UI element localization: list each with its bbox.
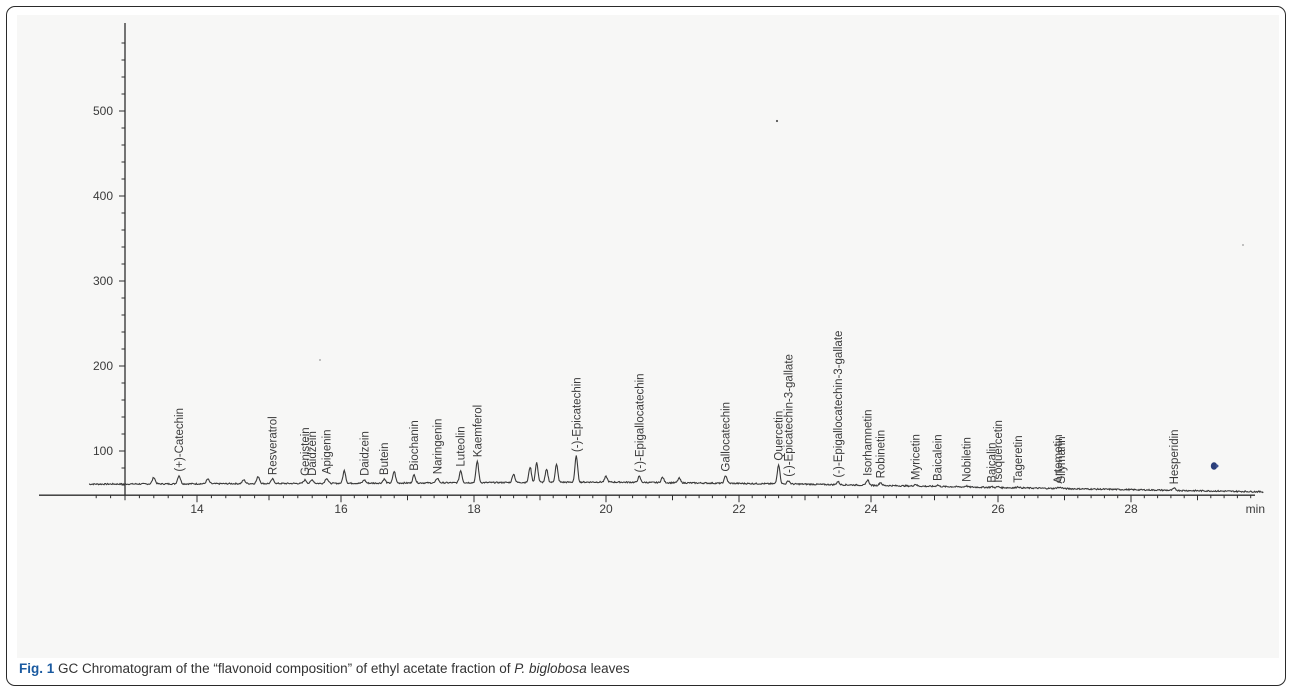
- peak-label: Silymarin: [1056, 436, 1068, 483]
- peak-label: (-)-Epicatechin-3-gallate: [784, 354, 796, 477]
- figure-frame: 100 200 300 400 500 14 16 18 20 22 24 26 28 min (+)-C…: [6, 6, 1286, 686]
- peak-label: Gallocatechin: [721, 402, 733, 472]
- caption-label: Fig. 1: [19, 661, 55, 676]
- y-tick-label: 500: [93, 104, 113, 118]
- caption-species: P. biglobosa: [514, 661, 587, 676]
- peak-label: Genistein: [300, 427, 312, 476]
- plot-area: 100 200 300 400 500 14 16 18 20 22 24 26 28 min (+)-C…: [17, 15, 1279, 658]
- peak-labels: (+)-Catechin Resveratrol GenisteinDaidzein…: [174, 331, 1181, 485]
- peak-label: (-)-Epigallocatechin: [634, 373, 646, 472]
- caption-text: GC Chromatogram of the “flavonoid compos…: [54, 661, 515, 676]
- ink-dot: [319, 359, 321, 361]
- peak-label: Naringenin: [432, 419, 444, 475]
- peak-label: Quercetin: [774, 411, 786, 461]
- trace-layer: [88, 455, 1264, 494]
- ink-dot: [1242, 244, 1244, 246]
- peak-label: Resveratrol: [268, 416, 280, 475]
- ink-spot: [1215, 464, 1219, 468]
- x-tick-label: 20: [599, 502, 613, 516]
- x-tick-label: 24: [864, 502, 878, 516]
- peak-label: Kaemferol: [472, 405, 484, 457]
- peak-label: Artemetin: [1053, 434, 1065, 483]
- peak-label: Baicalin: [987, 442, 999, 482]
- x-tick-label: 28: [1124, 502, 1138, 516]
- x-axis-label: min: [1246, 502, 1265, 516]
- peak-label: Daidzein: [307, 431, 319, 476]
- peak-label: Biochanin: [409, 420, 421, 471]
- peak-label: (-)-Epigallocatechin-3-gallate: [833, 331, 845, 478]
- peak-label: Apigenin: [322, 429, 334, 474]
- peak-label: Daidzein: [359, 431, 371, 476]
- chromatogram-trace: [88, 455, 1264, 494]
- x-tick-label: 26: [991, 502, 1005, 516]
- ink-spot: [1210, 462, 1218, 470]
- peak-label: Luteolin: [456, 426, 468, 466]
- x-tick-label: 14: [190, 502, 204, 516]
- x-tick-label: 18: [467, 502, 481, 516]
- x-tick-label: 22: [732, 502, 746, 516]
- peak-label: Isoquercetin: [993, 420, 1005, 483]
- chromatogram-chart: 100 200 300 400 500 14 16 18 20 22 24 26 28 min (+)-C…: [39, 23, 1265, 516]
- x-tick-label: 16: [334, 502, 348, 516]
- peak-label: (-)-Epicatechin: [571, 377, 583, 452]
- y-tick-label: 400: [93, 189, 113, 203]
- peak-label: Myricetin: [910, 434, 922, 480]
- scan-marks: [319, 119, 1244, 470]
- peak-label: Tageretin: [1013, 435, 1025, 482]
- peak-label: Hesperidin: [1169, 429, 1181, 484]
- axes: 100 200 300 400 500 14 16 18 20 22 24 26 28 min: [39, 23, 1265, 516]
- ink-dot: [775, 119, 779, 123]
- peak-label: Isorhamnetin: [863, 409, 875, 475]
- figure-caption: Fig. 1 GC Chromatogram of the “flavonoid…: [19, 661, 1275, 676]
- y-tick-label: 100: [93, 444, 113, 458]
- y-tick-label: 300: [93, 274, 113, 288]
- peak-label: Nobiletin: [961, 437, 973, 482]
- peak-label: (+)-Catechin: [174, 408, 186, 472]
- caption-text-end: leaves: [586, 661, 630, 676]
- peak-label: Baicalein: [933, 434, 945, 481]
- peak-label: Butein: [379, 442, 391, 475]
- y-tick-label: 200: [93, 359, 113, 373]
- peak-label: Robinetin: [876, 430, 888, 479]
